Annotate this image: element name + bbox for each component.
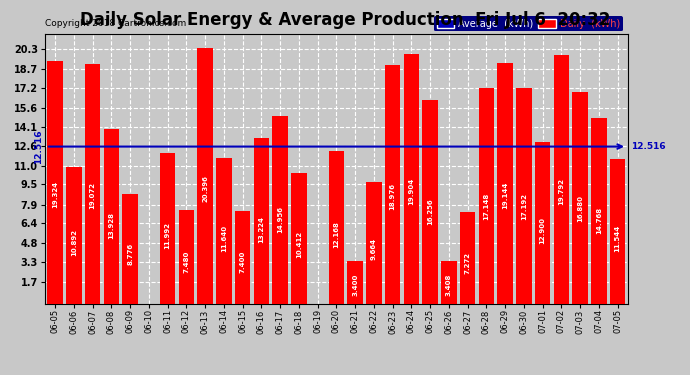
Bar	[328, 151, 344, 304]
Text: 13.928: 13.928	[108, 211, 115, 238]
Bar	[85, 64, 100, 304]
Text: 20.396: 20.396	[202, 175, 208, 202]
Text: 16.256: 16.256	[427, 199, 433, 225]
Text: 12.516: 12.516	[631, 142, 665, 151]
Text: 7.400: 7.400	[239, 251, 246, 273]
Bar	[48, 61, 63, 304]
Bar	[179, 210, 194, 304]
Text: 8.776: 8.776	[127, 243, 133, 265]
Text: 19.324: 19.324	[52, 181, 58, 208]
Text: Daily Solar Energy & Average Production  Fri Jul 6  20:32: Daily Solar Energy & Average Production …	[80, 11, 610, 29]
Text: Copyright 2018 Cartronics.com: Copyright 2018 Cartronics.com	[45, 20, 186, 28]
Bar	[122, 194, 138, 304]
Text: 12.168: 12.168	[333, 222, 339, 248]
Text: 11.640: 11.640	[221, 224, 227, 252]
Bar	[535, 142, 551, 304]
Text: 10.412: 10.412	[296, 231, 302, 258]
Text: 11.992: 11.992	[165, 222, 170, 249]
Bar	[404, 54, 419, 304]
Bar	[516, 88, 531, 304]
Bar	[104, 129, 119, 304]
Bar	[254, 138, 269, 304]
Bar	[441, 261, 457, 304]
Text: 14.956: 14.956	[277, 206, 283, 233]
Bar	[160, 153, 175, 304]
Bar	[216, 158, 232, 304]
Text: 13.224: 13.224	[258, 216, 264, 243]
Bar	[348, 261, 363, 304]
Bar	[197, 48, 213, 304]
Text: 12.516: 12.516	[34, 129, 43, 164]
Text: 17.148: 17.148	[484, 193, 489, 220]
Bar	[66, 167, 81, 304]
Text: 10.892: 10.892	[71, 229, 77, 256]
Text: 19.792: 19.792	[558, 178, 564, 206]
Text: 19.904: 19.904	[408, 178, 415, 205]
Bar	[385, 66, 400, 304]
Text: 11.544: 11.544	[615, 225, 620, 252]
Text: 14.768: 14.768	[596, 207, 602, 234]
Legend: Average  (kWh), Daily  (kWh): Average (kWh), Daily (kWh)	[434, 16, 623, 32]
Text: 7.272: 7.272	[464, 252, 471, 274]
Bar	[366, 182, 382, 304]
Text: 12.900: 12.900	[540, 217, 546, 244]
Text: 19.072: 19.072	[90, 183, 96, 210]
Text: 9.664: 9.664	[371, 238, 377, 260]
Bar	[235, 211, 250, 304]
Text: 18.976: 18.976	[390, 183, 395, 210]
Bar	[273, 116, 288, 304]
Bar	[291, 173, 306, 304]
Bar	[497, 63, 513, 304]
Text: 7.480: 7.480	[184, 250, 189, 273]
Bar	[460, 212, 475, 304]
Bar	[553, 55, 569, 304]
Bar	[573, 92, 588, 304]
Bar	[591, 118, 607, 304]
Text: 19.144: 19.144	[502, 182, 508, 209]
Text: 16.880: 16.880	[577, 195, 583, 222]
Text: 17.192: 17.192	[521, 193, 527, 220]
Bar	[422, 100, 437, 304]
Bar	[610, 159, 625, 304]
Bar	[479, 88, 494, 304]
Text: 3.408: 3.408	[446, 273, 452, 296]
Text: 3.400: 3.400	[352, 273, 358, 296]
